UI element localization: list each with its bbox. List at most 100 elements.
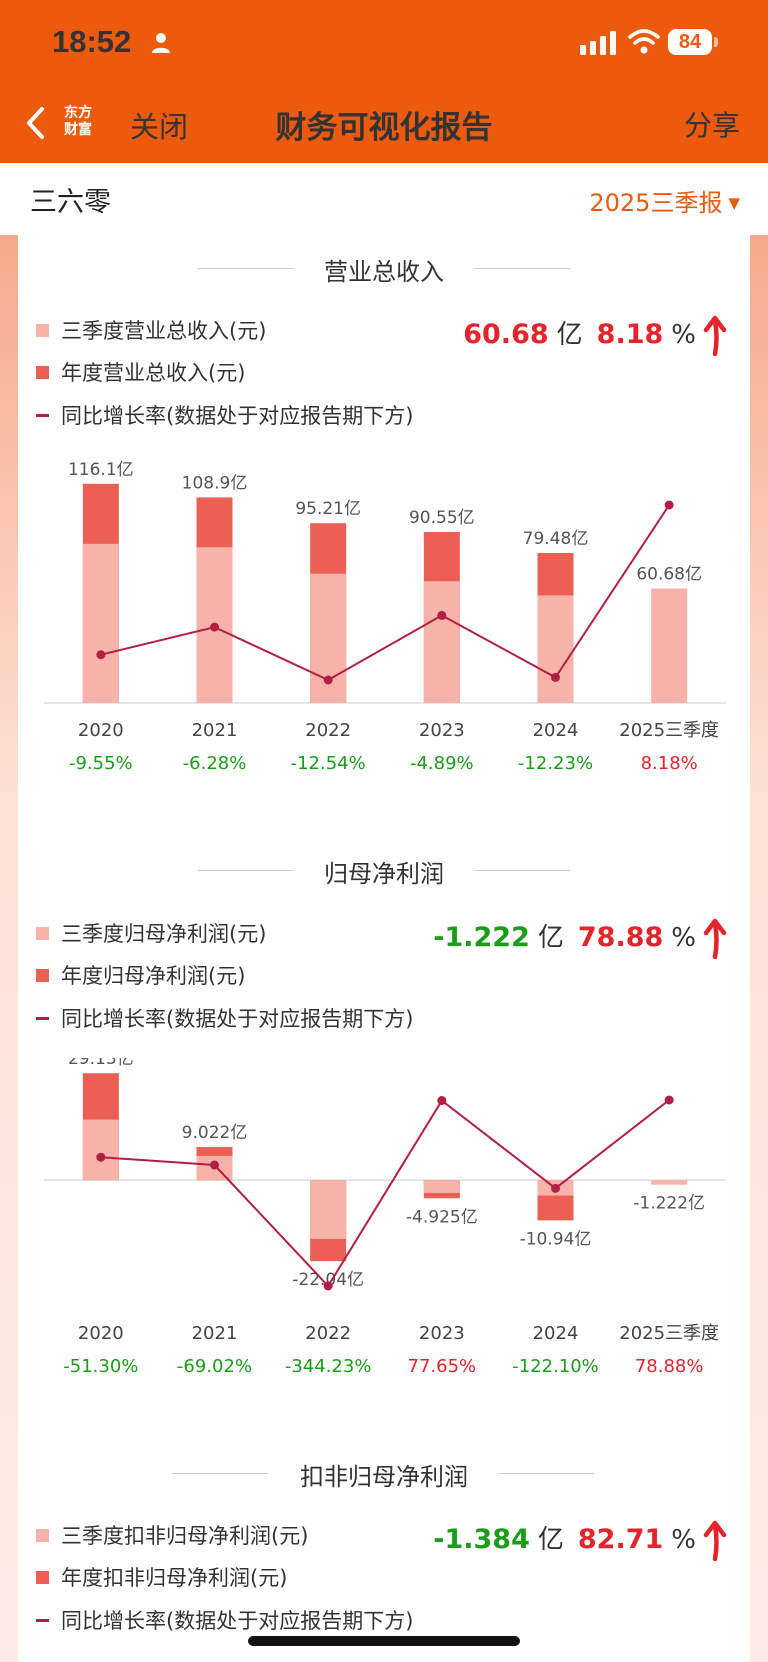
legend-label: 三季度扣非归母净利润(元) <box>61 1524 309 1548</box>
category-label: 2024 <box>533 1323 579 1344</box>
legend-label: 年度营业总收入(元) <box>61 361 246 385</box>
legend-label: 同比增长率(数据处于对应报告期下方) <box>61 1007 414 1031</box>
stock-name: 三六零 <box>30 187 111 218</box>
legend-swatch <box>36 323 49 337</box>
net-profit-chart: 29.13亿 2020 -51.30% 9.022亿 2021 -69.02% -22.04… <box>44 1058 726 1377</box>
legend-swatch <box>36 1570 49 1584</box>
growth-point <box>664 1095 674 1105</box>
share-button[interactable]: 分享 <box>683 109 740 142</box>
legend-swatch <box>36 365 49 379</box>
legend-q3-revenue[interactable]: 三季度营业总收入(元) <box>36 315 266 345</box>
legend-growth-rate[interactable]: 同比增长率(数据处于对应报告期下方) <box>36 1605 413 1635</box>
headline-value: -1.222 <box>433 922 530 953</box>
headline-deducted-net-profit: -1.384 亿 82.71 % <box>433 1519 728 1561</box>
legend-growth-rate[interactable]: 同比增长率(数据处于对应报告期下方) <box>36 400 413 430</box>
q3-bar <box>423 1180 460 1194</box>
legend-annual-deducted-net-profit[interactable]: 年度扣非归母净利润(元) <box>36 1562 287 1592</box>
q3-bar <box>651 588 688 703</box>
logo-line-2: 财富 <box>64 122 92 138</box>
divider <box>474 870 570 871</box>
section-title-revenue: 营业总收入 <box>324 258 444 286</box>
up-arrow-icon <box>703 1520 727 1561</box>
growth-line <box>100 1099 670 1288</box>
growth-point <box>437 1096 447 1106</box>
growth-label: -12.23% <box>518 753 593 774</box>
q3-bar <box>651 1180 688 1185</box>
headline-unit: 亿 <box>537 1525 564 1555</box>
headline-pct: 8.18 <box>596 319 664 350</box>
q3-bar <box>537 595 574 703</box>
headline-pct: 78.88 <box>577 922 664 953</box>
left-edge <box>0 235 18 1662</box>
up-arrow-icon <box>703 315 727 356</box>
divider <box>172 1473 268 1474</box>
divider <box>198 268 294 269</box>
data-label: 95.21亿 <box>295 499 361 519</box>
growth-label: -344.23% <box>285 1356 372 1377</box>
growth-label: 77.65% <box>408 1356 477 1377</box>
category-label: 2023 <box>419 720 465 741</box>
headline-value: -1.384 <box>433 1524 530 1555</box>
legend-label: 三季度营业总收入(元) <box>61 319 267 343</box>
q3-bar <box>423 581 460 703</box>
data-label: 79.48亿 <box>523 529 589 549</box>
close-button[interactable]: 关闭 <box>130 110 189 144</box>
report-card <box>18 235 750 1662</box>
legend-annual-revenue[interactable]: 年度营业总收入(元) <box>36 357 245 387</box>
category-label: 2025三季度 <box>619 720 719 741</box>
headline-revenue: 60.68 亿 8.18 % <box>463 314 728 356</box>
growth-point <box>664 500 674 510</box>
data-label: -10.94亿 <box>520 1229 592 1249</box>
home-indicator <box>248 1636 520 1646</box>
headline-pct-unit: % <box>671 320 696 350</box>
legend-q3-deducted-net-profit[interactable]: 三季度扣非归母净利润(元) <box>36 1520 308 1550</box>
q3-bar <box>310 1180 347 1239</box>
headline-unit: 亿 <box>537 923 564 953</box>
battery-tip <box>714 37 718 47</box>
growth-point <box>96 650 106 660</box>
right-edge <box>750 235 768 1662</box>
legend-q3-net-profit[interactable]: 三季度归母净利润(元) <box>36 918 266 948</box>
growth-point <box>323 675 333 685</box>
category-label: 2022 <box>305 1323 351 1344</box>
data-label: 90.55亿 <box>409 508 475 528</box>
section-title-net-profit: 归母净利润 <box>324 860 444 888</box>
growth-label: -69.02% <box>177 1356 252 1377</box>
legend-label: 三季度归母净利润(元) <box>61 922 267 946</box>
category-label: 2021 <box>192 1323 238 1344</box>
growth-label: -4.89% <box>410 753 474 774</box>
category-label: 2024 <box>533 720 579 741</box>
legend-swatch <box>36 1016 49 1020</box>
data-label: 29.13亿 <box>68 1058 134 1069</box>
headline-pct: 82.71 <box>577 1524 664 1555</box>
wifi-icon <box>628 29 660 54</box>
legend-swatch <box>36 1618 49 1622</box>
growth-point <box>96 1152 106 1162</box>
category-label: 2020 <box>78 720 124 741</box>
growth-point <box>437 610 447 620</box>
growth-label: -51.30% <box>63 1356 138 1377</box>
legend-swatch <box>36 926 49 940</box>
caret-down-icon: ▼ <box>728 194 740 212</box>
legend-growth-rate[interactable]: 同比增长率(数据处于对应报告期下方) <box>36 1003 413 1033</box>
period-select-label: 2025三季报 <box>589 189 723 217</box>
growth-line <box>100 504 671 682</box>
top-bar <box>0 0 768 163</box>
growth-label: -9.55% <box>69 753 133 774</box>
app-logo: 东方 财富 <box>58 105 98 143</box>
headline-value: 60.68 <box>463 319 549 350</box>
revenue-chart: 116.1亿 2020 -9.55% 108.9亿 2021 -6.28% 95.21亿 20… <box>44 460 726 774</box>
period-select[interactable]: 2025三季报 ▼ <box>589 183 740 218</box>
legend-label: 年度扣非归母净利润(元) <box>61 1566 288 1590</box>
status-time: 18:52 <box>52 24 132 59</box>
growth-label: -12.54% <box>291 753 366 774</box>
category-label: 2025三季度 <box>619 1323 719 1344</box>
legend-annual-net-profit[interactable]: 年度归母净利润(元) <box>36 960 245 990</box>
divider <box>198 870 294 871</box>
back-icon[interactable] <box>24 106 46 140</box>
divider <box>498 1473 594 1474</box>
data-label: 60.68亿 <box>636 564 702 584</box>
q3-bar <box>82 543 119 703</box>
category-label: 2021 <box>192 720 238 741</box>
data-label: -22.04亿 <box>292 1270 364 1290</box>
